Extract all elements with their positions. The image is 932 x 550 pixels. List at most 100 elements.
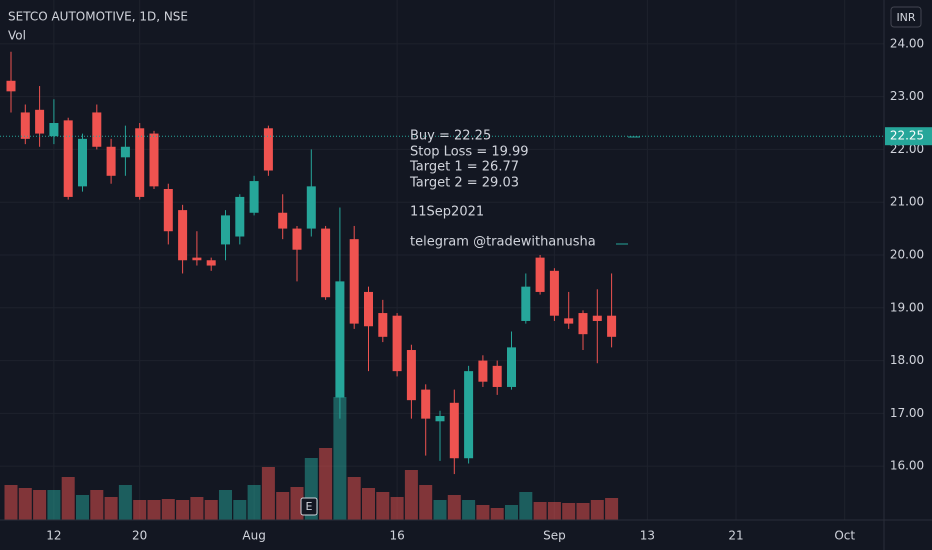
volume-bar: [447, 495, 461, 520]
annotation: Target 2 = 29.03: [409, 176, 519, 191]
candle-body: [507, 347, 516, 387]
volume-bar: [419, 485, 433, 520]
candle-body: [292, 228, 302, 250]
volume-bar: [204, 500, 218, 520]
x-tick-label: 12: [46, 529, 61, 543]
volume-bar: [190, 497, 204, 520]
candle-body: [464, 371, 474, 459]
volume-bar: [476, 505, 490, 520]
candle-body: [478, 360, 488, 382]
volume-bar: [333, 397, 347, 520]
candle-body: [521, 286, 531, 321]
candle-body: [249, 181, 259, 213]
volume-bar: [404, 470, 418, 520]
currency-box[interactable]: [890, 6, 922, 28]
annotation: Target 1 = 26.77: [409, 160, 519, 175]
chart-title: SETCO AUTOMOTIVE, 1D, NSE: [8, 10, 188, 24]
candle-body: [263, 128, 273, 171]
volume-bar: [347, 477, 361, 520]
volume-bar: [76, 495, 89, 520]
volume-bar: [219, 490, 232, 520]
volume-bar: [47, 490, 61, 520]
volume-bar: [276, 492, 290, 520]
candle-body: [6, 80, 16, 92]
candles: [6, 51, 617, 475]
x-tick-label: 16: [389, 529, 404, 543]
x-tick-label: Oct: [834, 529, 855, 543]
candle-body: [221, 215, 230, 245]
volume-bar: [319, 448, 333, 520]
currency[interactable]: INR: [896, 11, 915, 24]
annotation: Stop Loss = 19.99: [410, 145, 529, 160]
volume-bar: [462, 500, 476, 520]
event-marker-box[interactable]: [300, 497, 318, 516]
y-tick-label: 18.00: [890, 353, 924, 367]
volume-bar: [247, 485, 261, 520]
candle-body: [449, 402, 459, 459]
y-tick-label: 23.00: [890, 89, 924, 103]
grid: [0, 0, 884, 520]
volume-bar: [390, 497, 404, 520]
candle-body: [349, 239, 359, 324]
volume-bar: [33, 490, 47, 520]
y-tick-label: 21.00: [890, 195, 924, 209]
volume-bar: [505, 505, 518, 520]
candle-body: [335, 281, 345, 398]
volume-bar: [261, 467, 275, 520]
candle-body: [607, 315, 617, 337]
annotation: 11Sep2021: [410, 205, 484, 220]
candle-body: [206, 260, 216, 266]
y-tick-label: 19.00: [890, 300, 924, 314]
candle-body: [492, 365, 502, 387]
volume-label: Vol: [8, 29, 26, 43]
y-tick-label: 16.00: [890, 459, 924, 473]
volume-bar: [547, 502, 561, 520]
volume-bar: [118, 485, 132, 520]
event-marker[interactable]: E: [306, 500, 313, 513]
candle-body: [78, 138, 87, 187]
candle-body: [149, 133, 159, 187]
x-tick-label: 13: [640, 529, 655, 543]
volume-bar: [562, 503, 576, 520]
candle-body: [592, 315, 602, 321]
volume-bar: [133, 500, 147, 520]
candle-body: [535, 257, 545, 292]
volume-bar: [433, 500, 447, 520]
candle-body: [135, 128, 145, 197]
candle-body: [106, 146, 116, 176]
candle-body: [120, 146, 130, 158]
volume-bar: [490, 508, 504, 520]
volume-bar: [233, 500, 247, 520]
candle-body: [278, 212, 288, 229]
volume-bar: [4, 485, 18, 520]
price-label-bg: [885, 127, 932, 146]
volume-pane: [4, 397, 619, 520]
volume-bar: [362, 488, 375, 520]
volume-bar: [519, 492, 533, 520]
volume-bar: [376, 492, 390, 520]
volume-bar: [18, 488, 32, 520]
candle-body: [235, 196, 245, 237]
annotation: Buy = 22.25: [410, 129, 491, 144]
candle-body: [20, 112, 30, 139]
candle-body: [163, 188, 173, 232]
candle-body: [406, 350, 416, 401]
price-label: 22.25: [890, 129, 924, 143]
x-tick-label: Sep: [543, 529, 566, 543]
volume-bar: [590, 500, 604, 520]
y-tick-label: 17.00: [890, 406, 924, 420]
volume-bar: [176, 500, 190, 520]
volume-bar: [576, 503, 590, 520]
candle-body: [578, 313, 588, 335]
volume-bar: [533, 502, 547, 520]
candle-body: [364, 291, 373, 327]
candle-body: [378, 313, 388, 337]
volume-bar: [605, 498, 619, 520]
candle-body: [49, 123, 59, 137]
annotation: telegram @tradewithanusha: [410, 235, 596, 250]
x-tick-label: 21: [728, 529, 743, 543]
candle-body: [35, 109, 45, 134]
candle-body: [63, 120, 73, 197]
